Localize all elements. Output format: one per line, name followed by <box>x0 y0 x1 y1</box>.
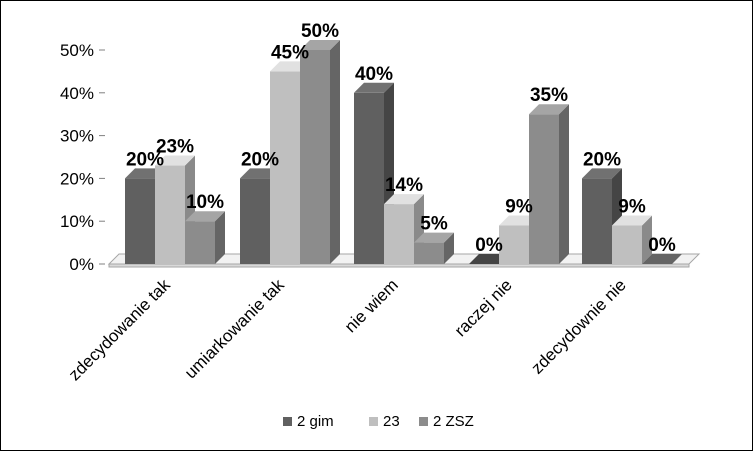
legend-label: 2 ZSZ <box>433 413 474 430</box>
bar <box>642 254 682 264</box>
data-label: 0% <box>475 235 503 256</box>
bar-top <box>300 40 340 50</box>
data-label: 10% <box>186 192 224 213</box>
data-label: 9% <box>505 196 533 217</box>
bar <box>529 114 559 264</box>
bar <box>300 50 330 264</box>
bar-top <box>582 168 622 179</box>
y-tick-label: 20% <box>60 169 94 188</box>
bar-side <box>330 40 340 264</box>
bar <box>612 225 642 264</box>
data-label: 20% <box>583 149 621 170</box>
bar-top <box>384 194 424 205</box>
data-label: 14% <box>385 175 423 196</box>
data-label: 20% <box>126 149 164 170</box>
bar-top <box>155 155 195 166</box>
y-axis: 0% 10% 20% 30% 40% 50% <box>60 41 105 274</box>
data-label: 0% <box>648 235 676 256</box>
data-label: 20% <box>241 149 279 170</box>
bar <box>414 242 444 264</box>
bar-side <box>642 215 652 264</box>
category-label: zdecydowanie tak <box>65 275 174 384</box>
floor-front <box>108 263 690 268</box>
category-label: nie wiem <box>341 275 402 336</box>
y-tick-label: 10% <box>60 212 94 231</box>
data-label: 9% <box>618 196 646 217</box>
legend: 2 gim 23 2 ZSZ <box>283 413 474 430</box>
data-label: 5% <box>420 214 448 235</box>
bar-top <box>354 82 394 93</box>
bar-top <box>529 104 569 115</box>
bar-top <box>612 215 652 226</box>
legend-swatch <box>369 417 378 426</box>
data-label: 40% <box>355 64 393 85</box>
legend-label: 2 gim <box>297 413 334 430</box>
y-tick-label: 50% <box>60 41 94 60</box>
category-label: raczej nie <box>451 275 516 340</box>
bar <box>240 178 270 264</box>
category-label: umiarkowanie tak <box>181 275 288 382</box>
bar-top <box>185 211 225 222</box>
legend-swatch <box>419 417 428 426</box>
bar <box>582 178 612 264</box>
bar-top <box>414 232 454 243</box>
legend-swatch <box>283 417 292 426</box>
data-labels: 20%23%10%20%45%50%40%14%5%0%9%35%20%9%0% <box>126 21 676 256</box>
category-labels: zdecydowanie tak umiarkowanie tak nie wiem… <box>65 275 630 384</box>
bar <box>384 204 414 264</box>
y-tick-label: 40% <box>60 84 94 103</box>
bar <box>185 221 215 264</box>
bars <box>125 40 682 265</box>
data-label: 45% <box>271 42 309 63</box>
y-tick-label: 30% <box>60 127 94 146</box>
bar-side <box>559 104 569 264</box>
data-label: 35% <box>530 85 568 106</box>
data-label: 23% <box>156 137 194 158</box>
bar <box>499 225 529 264</box>
bar <box>155 165 185 264</box>
category-label: zdecydownie nie <box>528 275 630 377</box>
bar <box>270 71 300 265</box>
data-label: 50% <box>301 21 339 42</box>
legend-label: 23 <box>383 413 400 430</box>
y-tick-label: 0% <box>69 255 94 274</box>
bar-side <box>444 232 454 264</box>
bar-side <box>215 211 225 264</box>
bar <box>354 92 384 264</box>
bar <box>125 178 155 264</box>
